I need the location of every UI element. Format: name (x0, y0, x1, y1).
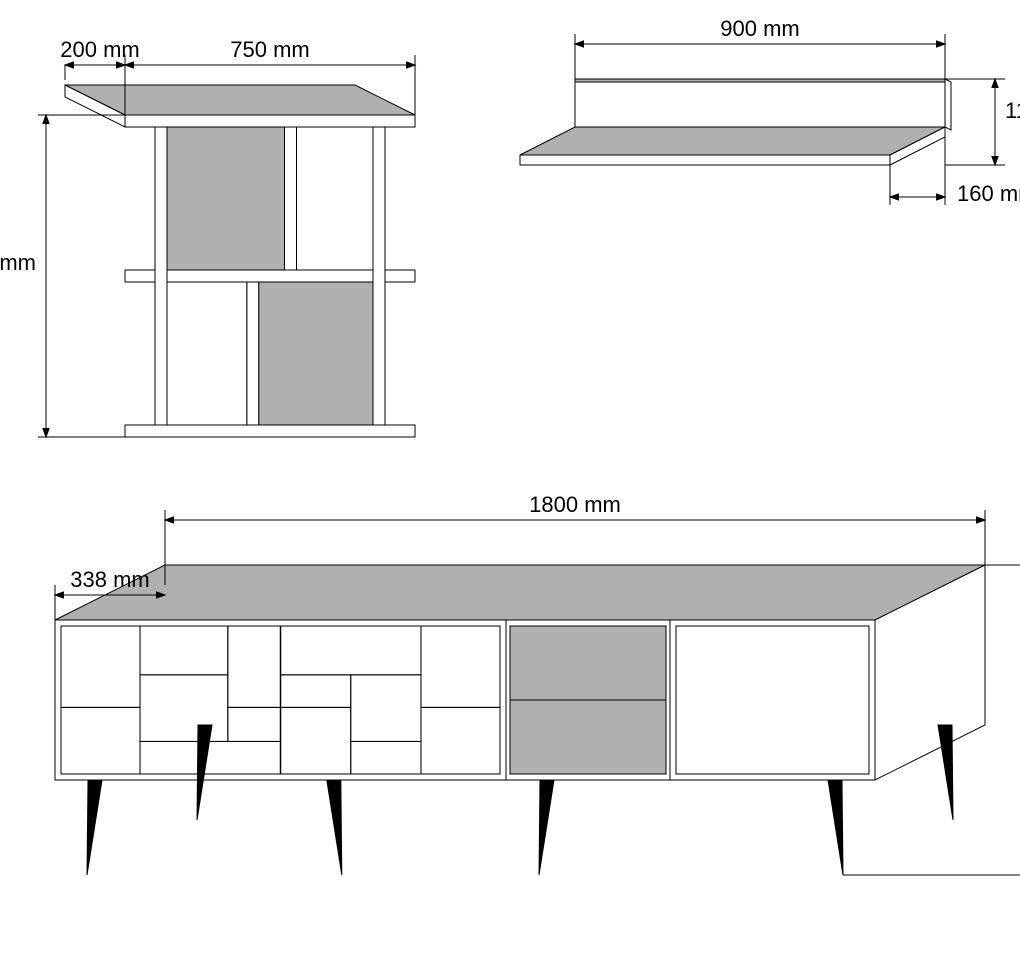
dimension-label: 118 mm (1005, 98, 1020, 123)
dimension-label: 1800 mm (529, 492, 621, 517)
dimension-label: 160 mm (957, 181, 1020, 206)
furniture-dimension-drawing: 750 mm 200 mm 600 mm 900 mm 118 mm 160 mm 1800… (0, 0, 1020, 958)
dimension-label: 600 mm (0, 250, 36, 275)
dimension-label: 200 mm (60, 37, 139, 62)
dimension-label: 750 mm (230, 37, 309, 62)
tv-stand (55, 565, 985, 875)
floating-shelf (520, 79, 951, 165)
wall-shelf-unit (65, 85, 415, 437)
dimension-label: 900 mm (720, 16, 799, 41)
dimension-label: 338 mm (70, 567, 149, 592)
